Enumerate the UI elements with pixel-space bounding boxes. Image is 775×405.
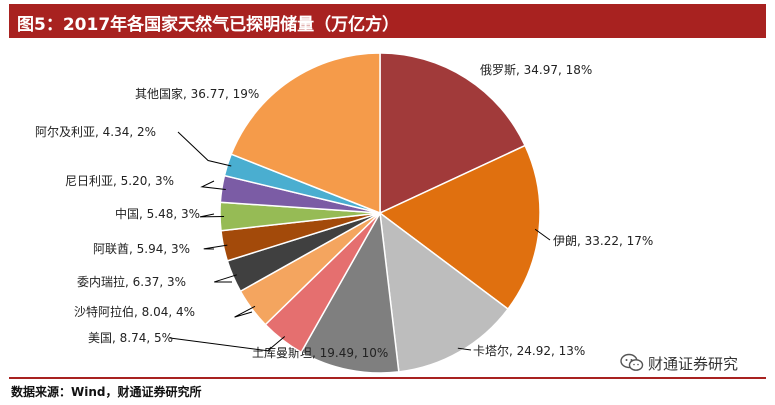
pie-slice-0 (379, 52, 527, 215)
source-note: 数据来源：Wind，财通证券研究所 (11, 385, 202, 399)
pie-slice-1 (378, 144, 541, 311)
pie-slice-2 (379, 211, 510, 373)
pie-chart-svg: 俄罗斯, 34.97, 18% 伊朗, 33.22, 17% 卡塔尔, 24.92,… (35, 52, 653, 374)
figure-header: 图5：2017年各国家天然气已探明储量（万亿方） (9, 4, 766, 38)
leader-line-6 (214, 274, 237, 283)
leader-line-1 (534, 228, 551, 241)
pie-label-3: 土库曼斯坦, 19.49, 10% (252, 345, 388, 360)
pie-label-7: 阿联酋, 5.94, 3% (93, 241, 190, 256)
pie-label-4: 美国, 8.74, 5% (88, 331, 173, 345)
leader-line-5 (234, 305, 256, 318)
pie-label-11: 其他国家, 36.77, 19% (135, 86, 259, 101)
footer-rule (9, 377, 766, 379)
leader-line-7 (203, 244, 228, 250)
pie-label-10: 阿尔及利亚, 4.34, 2% (35, 124, 156, 139)
pie-label-0: 俄罗斯, 34.97, 18% (480, 63, 592, 77)
pie-label-1: 伊朗, 33.22, 17% (553, 234, 653, 248)
pie-slice-11 (230, 52, 381, 215)
leader-line-10 (177, 131, 232, 167)
leader-line-2 (457, 347, 472, 351)
watermark: 财通证券研究 (620, 352, 738, 374)
pie-label-2: 卡塔尔, 24.92, 13% (473, 343, 585, 358)
pie-chart: 俄罗斯, 34.97, 18% 伊朗, 33.22, 17% 卡塔尔, 24.92,… (0, 40, 775, 376)
pie-label-5: 沙特阿拉伯, 8.04, 4% (74, 304, 195, 319)
wechat-icon (620, 353, 644, 371)
pie-slice-3 (300, 210, 400, 374)
pie-label-9: 尼日利亚, 5.20, 3% (65, 174, 174, 188)
watermark-text: 财通证券研究 (648, 354, 739, 373)
pie-label-8: 中国, 5.48, 3% (115, 206, 200, 221)
pie-label-6: 委内瑞拉, 6.37, 3% (77, 274, 186, 289)
leader-line-4 (169, 336, 286, 352)
figure-title: 图5：2017年各国家天然气已探明储量（万亿方） (17, 15, 400, 35)
leader-line-8 (199, 213, 225, 218)
leader-line-9 (200, 180, 226, 190)
